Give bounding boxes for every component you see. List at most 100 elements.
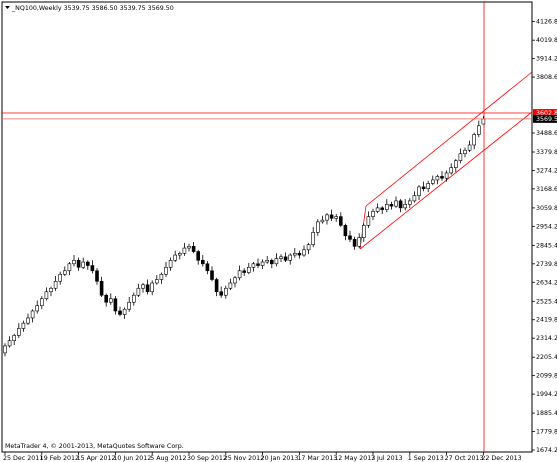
candle-body <box>155 279 159 284</box>
y-tick-label: 3059.80 <box>536 205 557 212</box>
candle-body <box>95 270 99 282</box>
y-tick-label: 3488.60 <box>536 130 557 137</box>
y-tick-label: 2954.20 <box>536 223 557 230</box>
candle-body <box>306 244 311 251</box>
candle-body <box>320 219 325 223</box>
candle-body <box>384 204 389 210</box>
candle-body <box>283 256 288 261</box>
candle-body <box>44 291 49 300</box>
candle-body <box>118 310 122 315</box>
candle-body <box>256 263 260 266</box>
y-tick-label: 3914.20 <box>536 56 557 63</box>
candle-body <box>178 253 182 256</box>
candle-body <box>371 211 375 217</box>
x-tick-label: 25 Nov 2012 <box>224 455 264 462</box>
candle-body <box>76 259 81 268</box>
candle-body <box>159 273 164 280</box>
candle-body <box>3 345 7 354</box>
candle-body <box>421 186 426 189</box>
candle-body <box>458 153 463 162</box>
x-tick-label: 27 Oct 2013 <box>445 455 484 462</box>
y-tick-label: 2525.40 <box>536 298 557 305</box>
candle-body <box>472 134 477 146</box>
candle-body <box>228 282 233 289</box>
candle-body <box>426 183 431 189</box>
candle-body <box>467 144 472 151</box>
candle-body <box>214 279 219 293</box>
candle-body <box>30 310 35 319</box>
y-tick-label: 2205.40 <box>536 354 557 361</box>
price-level-tag <box>533 114 557 123</box>
candle-body <box>26 317 30 324</box>
y-tick-label: 2845.40 <box>536 242 557 249</box>
candle-body <box>343 225 348 237</box>
candle-body <box>361 225 366 238</box>
candle-body <box>81 261 85 268</box>
candle-body <box>463 149 467 155</box>
x-tick-label: 30 Sep 2012 <box>187 455 227 462</box>
candle-body <box>132 294 136 303</box>
y-tick-label: 2314.20 <box>536 335 557 342</box>
y-tick-label: 3808.60 <box>536 74 557 81</box>
candle-body <box>187 246 191 249</box>
candle-body <box>403 204 408 209</box>
price-level-label: 3602.87 <box>536 110 557 117</box>
candle-body <box>407 200 412 205</box>
candle-body <box>90 265 95 272</box>
candle-body <box>150 282 154 293</box>
price-level-label: 3569.50 <box>536 116 557 123</box>
candle-body <box>224 287 228 296</box>
x-tick-label: 19 Feb 2012 <box>40 455 79 462</box>
y-tick-label: 3168.60 <box>536 186 557 193</box>
candle-body <box>104 294 108 303</box>
x-tick-label: 22 Dec 2013 <box>481 455 521 462</box>
y-tick-label: 4126.80 <box>536 18 557 25</box>
candle-body <box>311 232 316 245</box>
y-tick-label: 2634.20 <box>536 279 557 286</box>
candle-body <box>58 273 63 282</box>
candle-body <box>182 247 187 254</box>
candle-body <box>251 263 256 268</box>
plot-frame <box>1 1 533 453</box>
candle-body <box>49 287 53 293</box>
y-tick-label: 2739.80 <box>536 261 557 268</box>
candle-body <box>109 298 113 303</box>
candle-body <box>127 301 131 310</box>
candle-body <box>39 298 44 307</box>
y-tick-label: 4019.80 <box>536 37 557 44</box>
x-tick-label: 7 Jul 2013 <box>371 455 403 462</box>
y-tick-label: 3274.20 <box>536 167 557 174</box>
candle-body <box>191 246 196 252</box>
x-tick-label: 12 May 2013 <box>334 455 375 462</box>
candle-body <box>338 216 343 226</box>
candle-body <box>352 239 357 247</box>
candle-body <box>288 254 293 261</box>
candle-body <box>260 261 265 266</box>
candle-body <box>412 195 417 202</box>
candle-body <box>122 308 127 315</box>
candle-body <box>7 340 12 347</box>
candle-body <box>476 125 481 135</box>
copyright: MetaTrader 4, © 2001-2013, MetaQuotes So… <box>5 442 184 450</box>
candle-body <box>302 249 306 256</box>
candle-body <box>444 172 449 179</box>
candle-body <box>205 263 210 272</box>
candle-body <box>21 322 26 329</box>
candle-body <box>417 186 421 196</box>
candle-body <box>173 254 177 261</box>
candle-body <box>329 214 334 219</box>
candle-body <box>210 270 214 280</box>
candle-body <box>164 266 168 275</box>
candle-body <box>375 207 380 212</box>
candle-body <box>440 176 444 179</box>
candle-body <box>389 204 394 207</box>
candle-body <box>168 259 173 268</box>
candle-body <box>348 235 352 240</box>
candle-body <box>449 167 454 174</box>
candle-body <box>113 298 118 312</box>
candle-body <box>35 305 40 312</box>
candle-body <box>453 160 458 168</box>
candle-body <box>279 256 283 259</box>
